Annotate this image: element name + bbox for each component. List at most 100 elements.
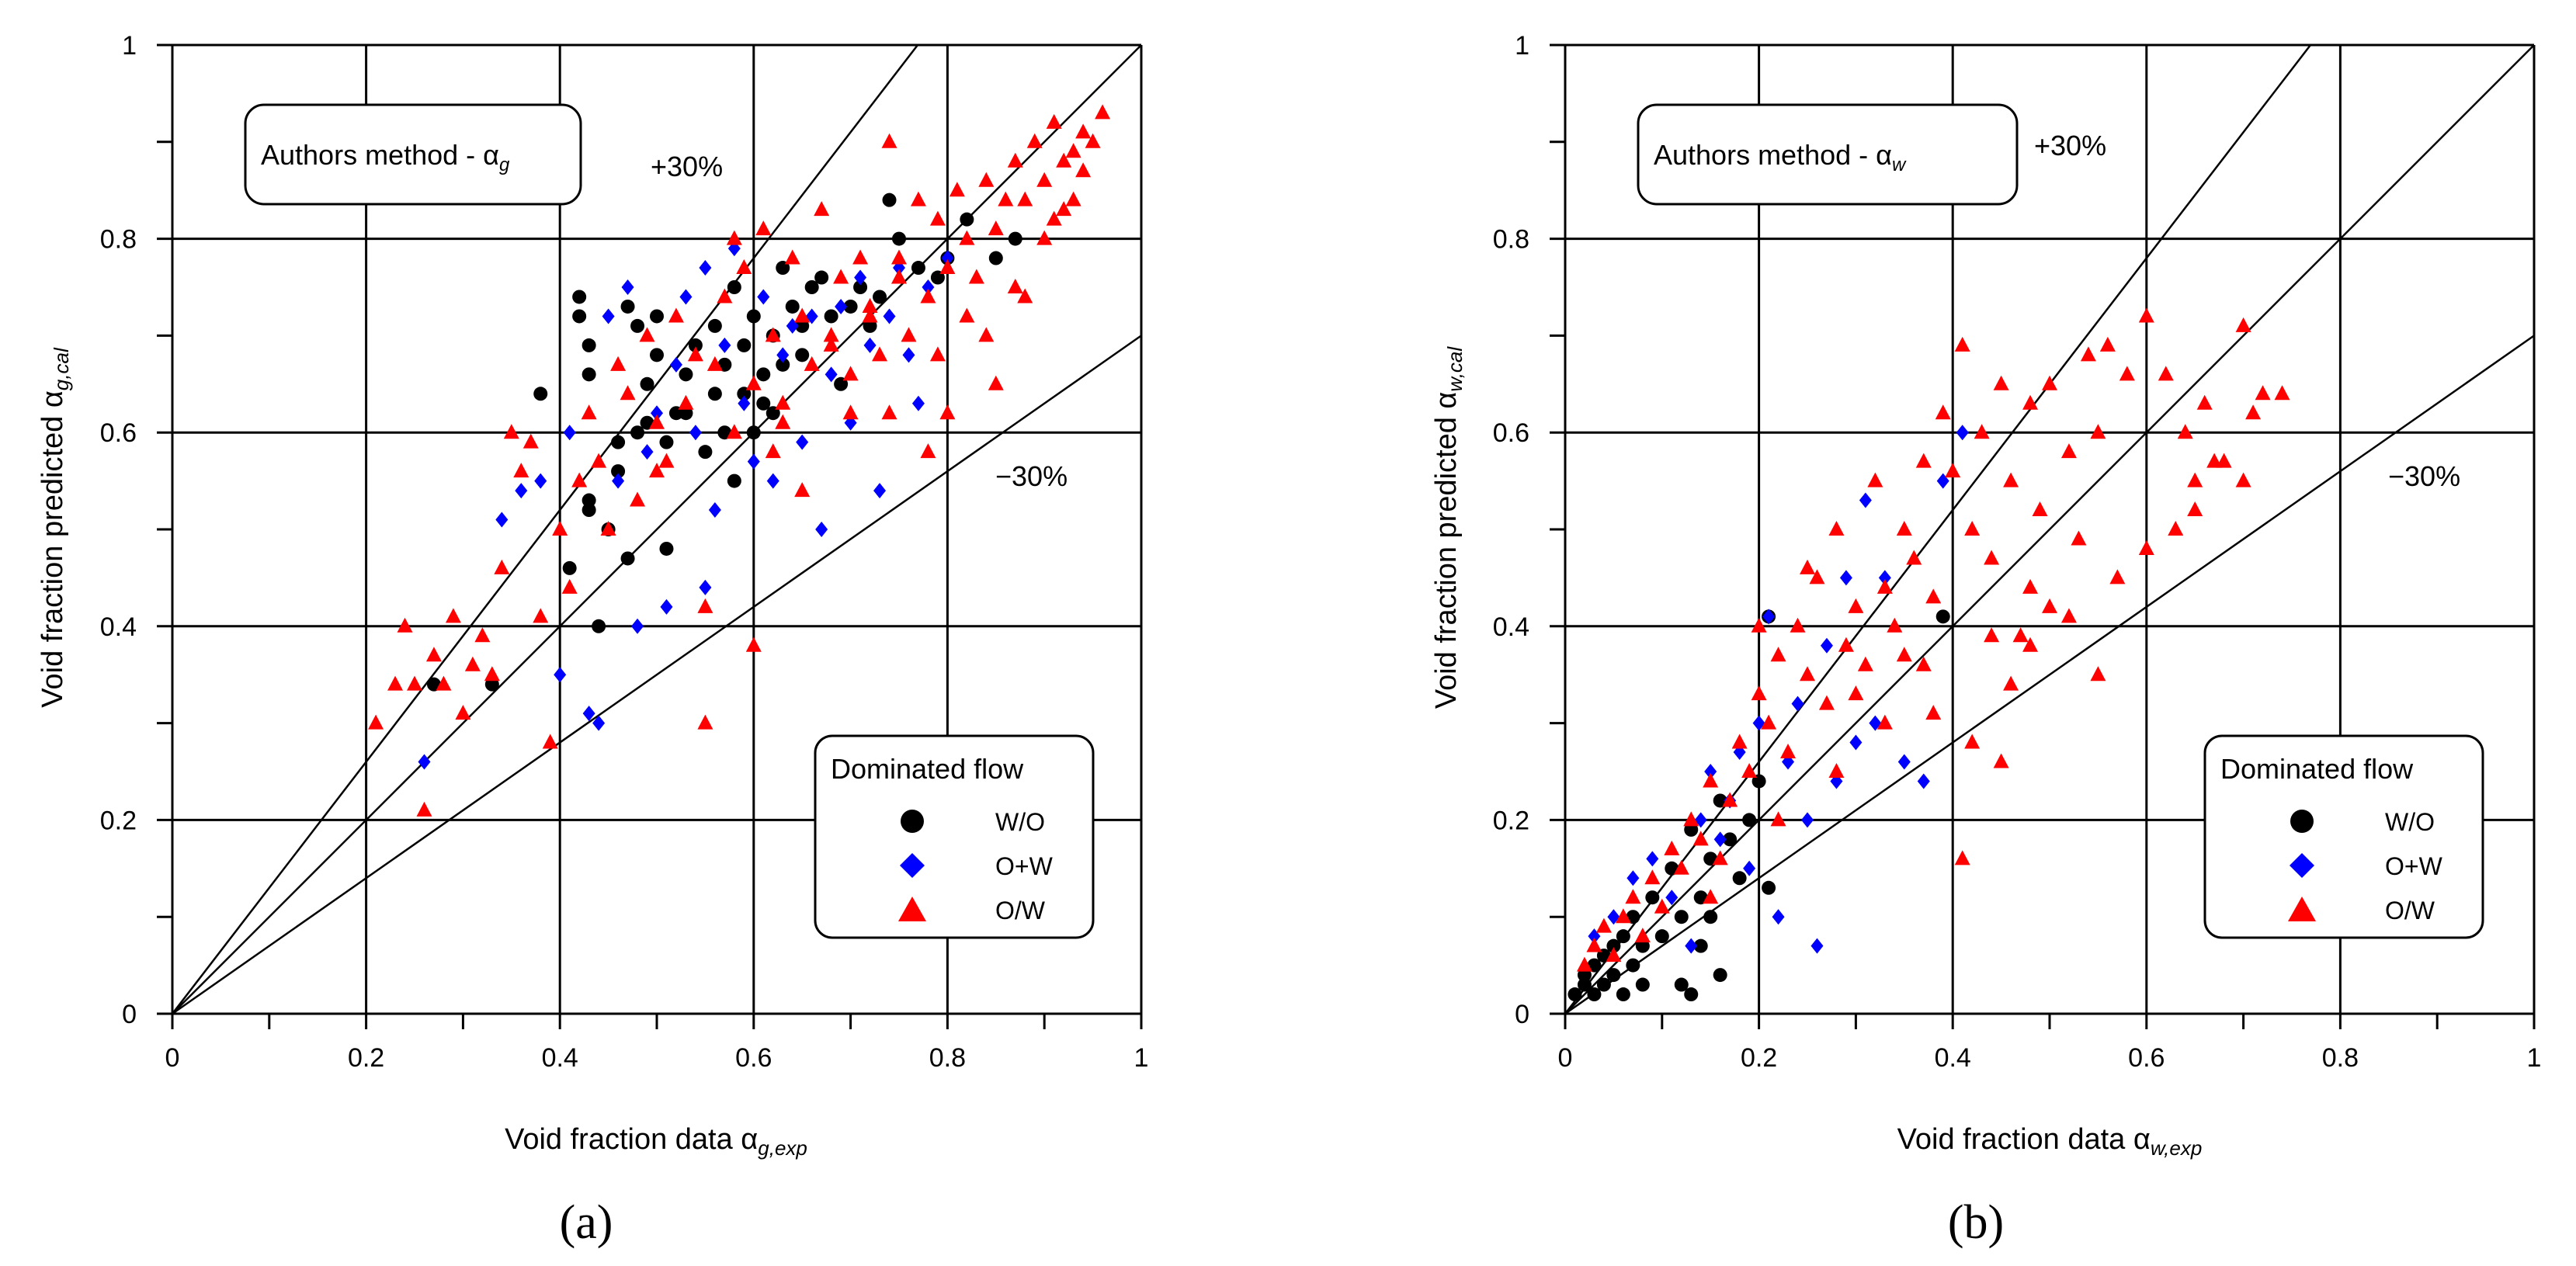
point-o-w-b	[1828, 521, 1845, 536]
point-w-o-a	[776, 357, 790, 372]
ticks-a: 0 0.2 0.4 0.6 0.8 1 0 0.2 0.4 0.6 0.8 1	[100, 31, 1149, 1073]
point-o-w-b	[1741, 763, 1758, 778]
point-o-w-b	[1897, 754, 1911, 770]
point-o-w-a	[863, 337, 877, 353]
point-o-w-a	[668, 307, 684, 323]
point-o-w-a	[542, 734, 558, 749]
y-tick-label-a-5: 1	[122, 31, 137, 61]
point-w-o-a	[892, 231, 906, 246]
point-o-w-b	[1945, 463, 1961, 478]
point-o-w-a	[920, 288, 936, 303]
point-o-w-b	[1762, 609, 1776, 625]
point-o-w-a	[649, 463, 665, 478]
point-o-w-b	[1722, 792, 1738, 807]
point-w-o-a	[650, 348, 664, 362]
point-o-w-a	[387, 675, 404, 691]
point-o-w-b	[2138, 539, 2154, 555]
point-w-o-a	[659, 435, 674, 449]
point-w-o-a	[650, 309, 664, 324]
point-o-w-a	[765, 327, 781, 342]
point-o-w-b	[1685, 938, 1698, 954]
point-o-w-a	[929, 210, 946, 226]
point-o-w-a	[591, 453, 607, 468]
point-o-w-b	[1770, 647, 1786, 662]
point-w-o-a	[843, 299, 858, 314]
point-w-o-a	[746, 425, 761, 440]
point-o-w-a	[571, 472, 588, 487]
y-tick-label-a-2: 0.4	[100, 612, 137, 642]
point-o-w-b	[1878, 570, 1891, 586]
point-o-w-b	[2060, 443, 2077, 459]
x-tick-label-b-2: 0.4	[1935, 1043, 1971, 1073]
point-w-o-b	[1645, 890, 1660, 905]
point-o-w-b	[2187, 501, 2203, 517]
point-w-o-b	[1616, 987, 1630, 1002]
point-o-w-b	[2090, 666, 2106, 682]
point-w-o-a	[688, 338, 703, 352]
point-o-w-a	[842, 366, 859, 381]
point-w-o-a	[873, 290, 887, 304]
point-o-w-b	[1839, 570, 1852, 586]
point-w-o-a	[785, 299, 800, 314]
point-o-w-a	[794, 482, 811, 498]
y-tick-label-b-5: 1	[1515, 31, 1529, 61]
point-o-w-b	[2099, 336, 2116, 352]
point-o-w-a	[610, 356, 627, 371]
point-o-w-a	[901, 327, 917, 342]
point-o-w-b	[2235, 472, 2251, 487]
point-o-w-b	[1790, 617, 1806, 633]
point-o-w-a	[873, 483, 887, 499]
point-o-w-a	[649, 414, 665, 429]
legend-marker-ow-blue-a	[900, 853, 925, 878]
point-o-w-a	[1017, 191, 1033, 206]
point-w-o-b	[1723, 832, 1738, 847]
point-o-w-a	[775, 414, 791, 429]
x-tick-label-a-5: 1	[1134, 1043, 1149, 1073]
point-o-w-b	[1896, 521, 1912, 536]
x-tick-label-b-0: 0	[1558, 1043, 1573, 1073]
point-w-o-a	[582, 338, 596, 352]
point-o-w-b	[1800, 666, 1815, 682]
point-o-w-b	[2235, 317, 2251, 332]
point-o-w-b	[1751, 617, 1767, 633]
method-box-b	[1637, 103, 2019, 206]
point-o-w-b	[1876, 714, 1893, 730]
point-o-w-a	[717, 288, 733, 303]
point-o-w-a	[823, 327, 839, 342]
point-o-w-a	[755, 220, 772, 236]
point-w-o-a	[659, 541, 674, 556]
point-o-w-a	[939, 259, 956, 275]
point-w-o-a	[562, 560, 577, 575]
point-o-w-b	[1683, 811, 1699, 827]
point-o-w-a	[1085, 133, 1101, 148]
point-w-o-a	[960, 212, 974, 227]
point-o-w-a	[1017, 288, 1033, 303]
point-o-w-b	[1876, 578, 1893, 594]
points-b	[1567, 307, 2290, 1002]
minus30-label-b: −30%	[2388, 460, 2460, 492]
point-o-w-a	[941, 250, 954, 266]
minus30-label-a: −30%	[995, 460, 1068, 492]
reference-lines-b	[1564, 44, 2535, 1015]
point-w-o-b	[1587, 987, 1602, 1002]
point-o-w-a	[669, 356, 682, 373]
y-tick-label-a-4: 0.8	[100, 225, 137, 255]
point-o-w-b	[1801, 812, 1814, 828]
point-w-o-b	[1713, 968, 1727, 983]
point-o-w-b	[1896, 647, 1912, 662]
point-o-w-b	[1595, 917, 1612, 933]
point-o-w-b	[1644, 869, 1661, 885]
point-o-w-b	[1906, 550, 1922, 565]
point-o-w-b	[1703, 889, 1719, 904]
point-o-w-a	[687, 346, 703, 362]
legend-label-o-plus-w-b: O+W	[2385, 852, 2443, 880]
legend-box-a	[814, 734, 1095, 939]
point-o-w-a	[631, 618, 644, 634]
legend-marker-ow-red-a	[898, 897, 926, 921]
point-o-w-b	[2071, 530, 2087, 546]
point-w-o-a	[572, 290, 587, 304]
point-w-o-a	[572, 309, 587, 324]
point-w-o-a	[707, 318, 722, 333]
point-w-o-b	[1935, 609, 1950, 624]
point-o-w-a	[775, 394, 791, 410]
